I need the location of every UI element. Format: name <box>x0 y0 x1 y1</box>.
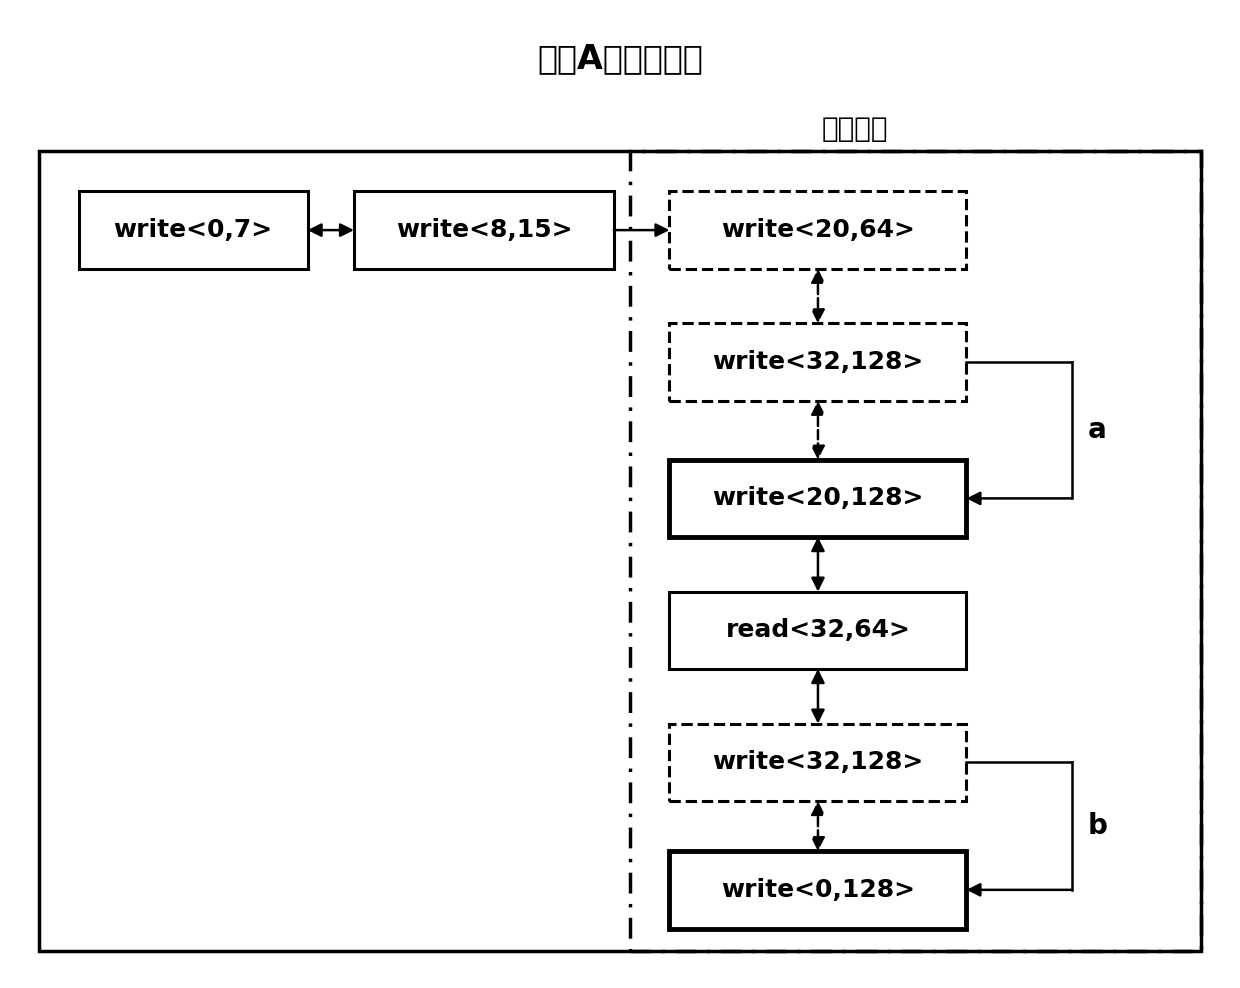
Text: write<0,128>: write<0,128> <box>720 878 915 902</box>
Text: a: a <box>1087 416 1106 445</box>
Text: write<32,128>: write<32,128> <box>712 750 924 775</box>
Text: b: b <box>1087 812 1107 840</box>
FancyBboxPatch shape <box>670 592 966 669</box>
FancyBboxPatch shape <box>38 151 1202 951</box>
Text: 冲突队列: 冲突队列 <box>822 115 888 143</box>
FancyBboxPatch shape <box>670 192 966 269</box>
Text: read<32,64>: read<32,64> <box>725 618 910 642</box>
Text: write<20,128>: write<20,128> <box>712 486 924 511</box>
Text: write<0,7>: write<0,7> <box>114 218 273 242</box>
FancyBboxPatch shape <box>670 851 966 929</box>
Text: write<32,128>: write<32,128> <box>712 350 924 374</box>
FancyBboxPatch shape <box>353 192 614 269</box>
FancyBboxPatch shape <box>78 192 308 269</box>
Text: write<8,15>: write<8,15> <box>396 218 572 242</box>
Text: 文件A的等待队列: 文件A的等待队列 <box>537 42 703 75</box>
FancyBboxPatch shape <box>670 723 966 801</box>
Text: write<20,64>: write<20,64> <box>720 218 915 242</box>
FancyBboxPatch shape <box>670 323 966 401</box>
FancyBboxPatch shape <box>670 459 966 537</box>
